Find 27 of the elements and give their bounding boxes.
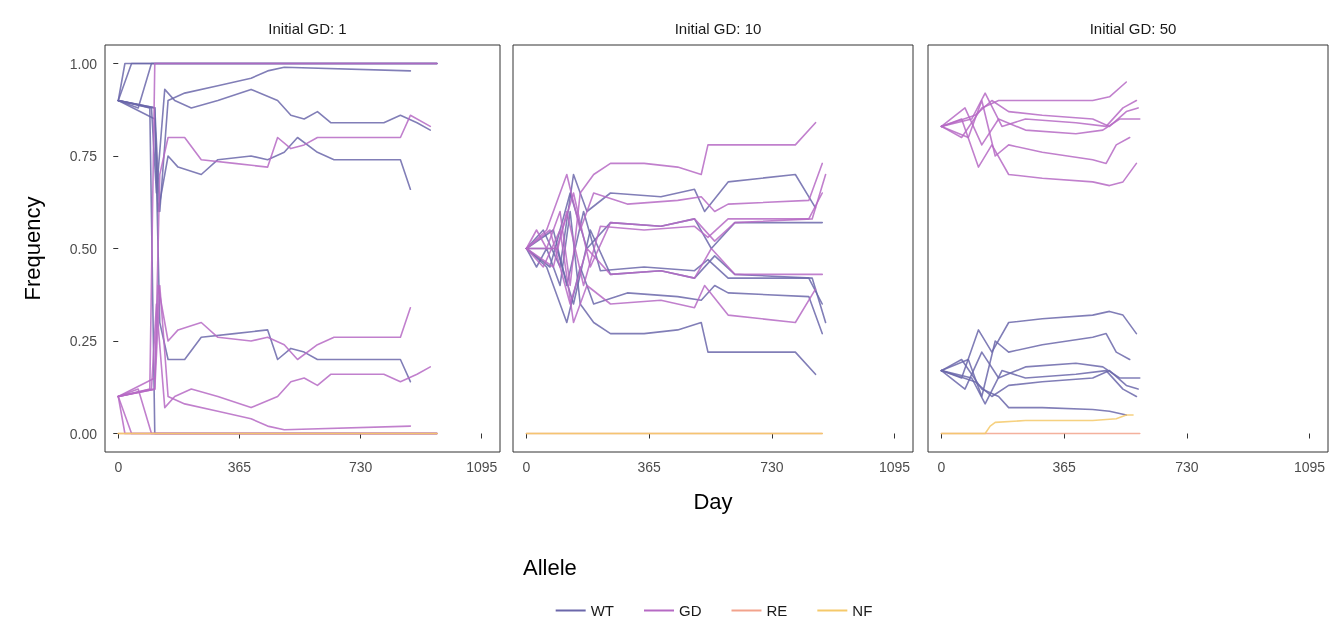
y-tick-label: 0.75 [69,148,98,164]
x-axis-title: Day [693,488,733,514]
x-tick-label: 0 [937,459,946,475]
y-axis-title: Frequency [19,196,45,301]
legend-label: RE [766,602,788,619]
x-tick-label: 1095 [1293,459,1326,475]
legend-label: NF [852,602,873,619]
x-tick-label: 1095 [466,459,498,475]
y-tick-label: 0.25 [69,333,98,349]
y-tick-label: 0.50 [69,240,98,257]
x-tick-label: 730 [1175,459,1199,475]
chart-title: Initial GD: 1 [268,20,347,37]
x-tick-label: 365 [227,459,252,475]
x-tick-label: 730 [348,459,373,475]
y-tick-label: 1.00 [69,55,98,72]
legend-label: WT [590,602,614,619]
legend-label: GD [678,602,702,619]
x-tick-label: 0 [114,459,123,475]
x-tick-label: 365 [637,459,662,475]
chart-title: Initial GD: 10 [674,20,762,37]
y-tick-label: 0.00 [69,425,98,442]
chart-title: Initial GD: 50 [1089,20,1177,37]
x-tick-label: 730 [760,459,784,475]
x-tick-label: 0 [522,459,531,475]
x-tick-label: 1095 [878,459,911,475]
legend-title: Allele [523,554,577,580]
x-tick-label: 365 [1052,459,1077,475]
